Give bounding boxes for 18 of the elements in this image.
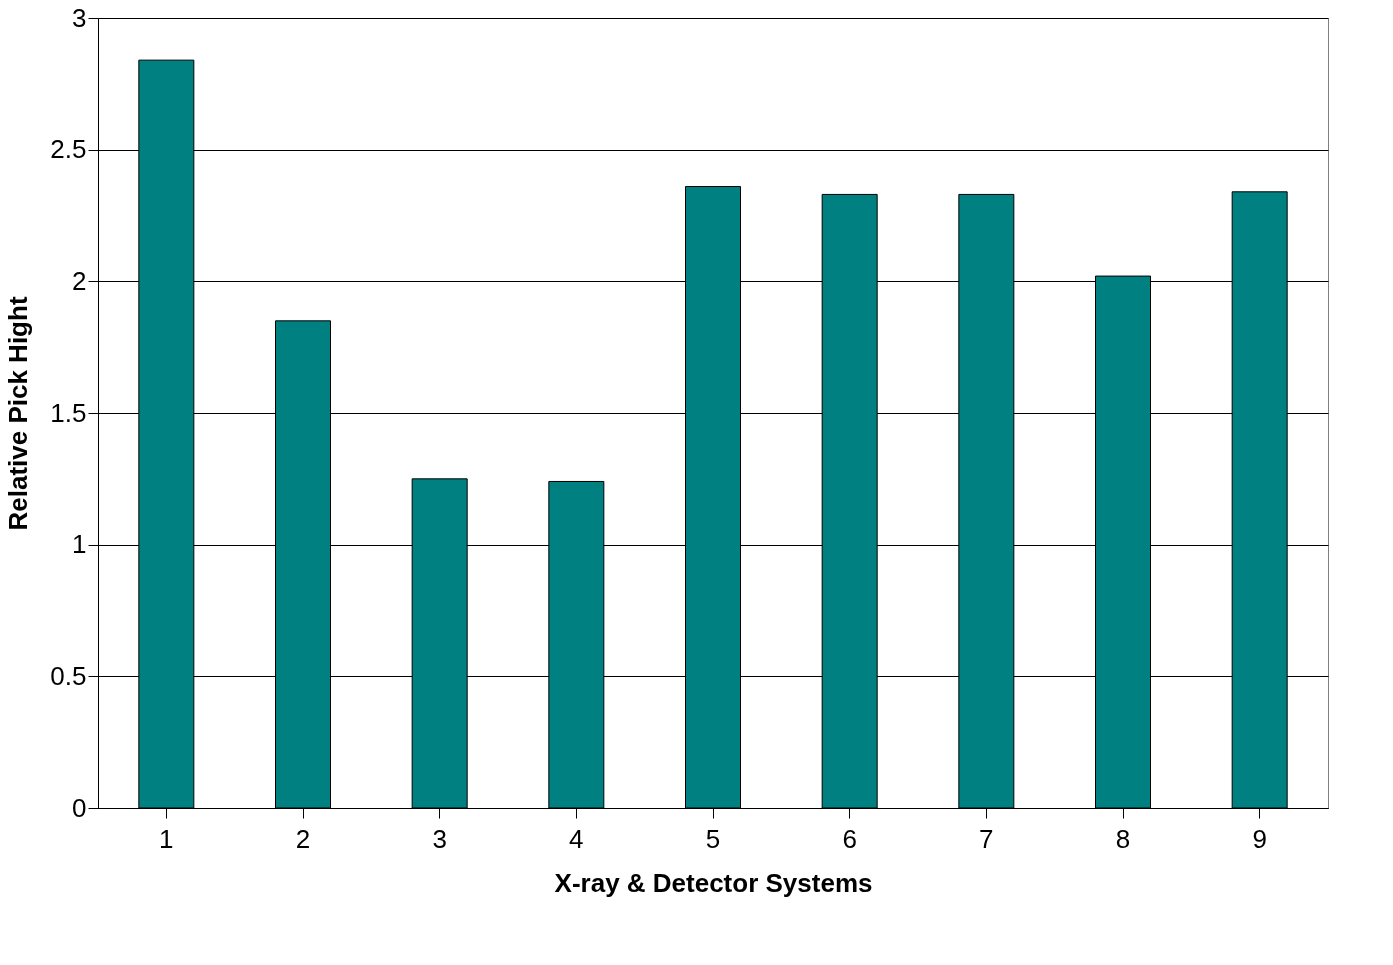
y-tick-label: 2.5 (50, 134, 87, 165)
x-tick-label: 6 (842, 823, 857, 854)
y-tick-label: 1 (72, 529, 87, 560)
y-tick-label: 0 (72, 792, 87, 823)
x-tick-label: 2 (295, 823, 311, 854)
x-tick-label: 1 (159, 823, 174, 854)
x-tick-label: 5 (705, 823, 721, 854)
x-tick-label: 8 (1115, 823, 1131, 854)
x-tick-label: 9 (1252, 823, 1267, 854)
y-tick-label: 1.5 (50, 397, 87, 428)
y-axis-title: Relative Pick Hight (3, 296, 34, 531)
y-tick-label: 0.5 (50, 660, 87, 691)
x-tick-label: 4 (569, 823, 584, 854)
x-tick-label: 7 (979, 823, 994, 854)
x-tick-label: 3 (432, 823, 447, 854)
x-axis-title: X-ray & Detector Systems (554, 867, 873, 898)
y-tick-label: 2 (72, 265, 87, 296)
y-tick-label: 3 (72, 2, 87, 33)
